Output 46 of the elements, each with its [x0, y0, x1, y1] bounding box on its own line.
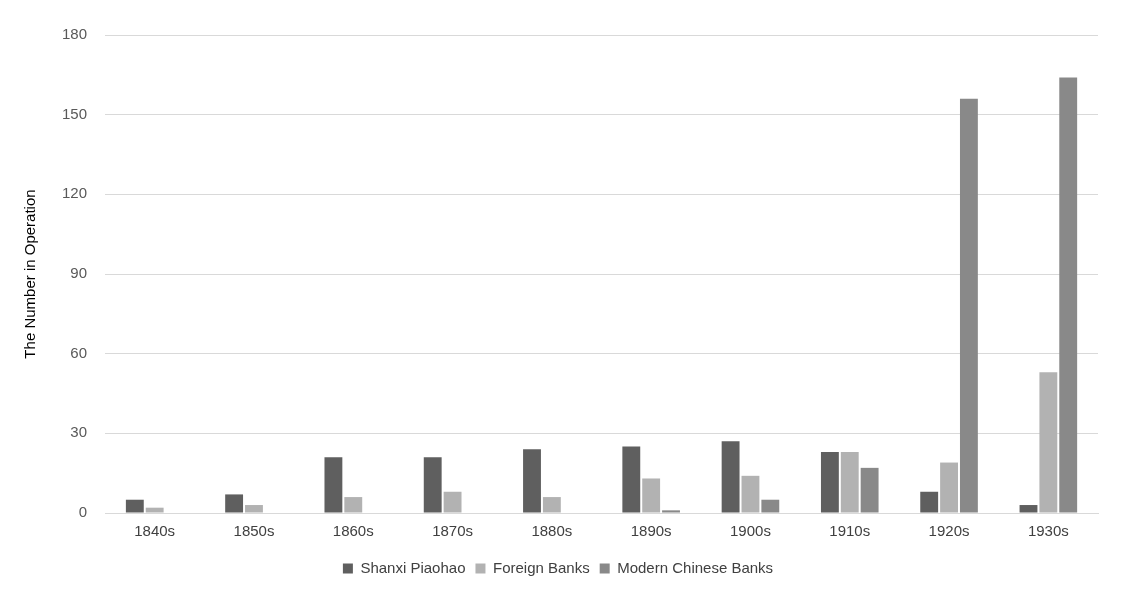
- bar: [145, 507, 164, 513]
- x-tick-label: 1900s: [730, 522, 771, 540]
- bar: [542, 497, 561, 513]
- bar: [959, 98, 978, 513]
- bar: [642, 478, 661, 513]
- bar: [523, 449, 541, 513]
- y-tick-label: 120: [62, 184, 88, 202]
- x-tick-label: 1850s: [233, 522, 275, 540]
- y-tick-label: 90: [70, 264, 88, 282]
- bar: [940, 462, 958, 513]
- y-axis-title: The Number in Operation: [21, 189, 39, 359]
- bar: [225, 494, 244, 513]
- x-tick-label: 1890s: [630, 522, 672, 540]
- bar: [860, 467, 879, 513]
- bar: [761, 499, 780, 513]
- bar: [125, 499, 144, 513]
- legend-label: Modern Chinese Banks: [617, 558, 774, 576]
- y-tick-label: 150: [62, 104, 88, 122]
- y-tick-label: 0: [78, 503, 88, 521]
- x-tick-label: 1930s: [1027, 522, 1069, 540]
- legend-label: Foreign Banks: [492, 558, 590, 576]
- y-tick-label: 180: [62, 25, 88, 43]
- x-tick-label: 1860s: [332, 522, 374, 540]
- bar: [840, 451, 859, 513]
- bar: [741, 475, 760, 513]
- bar: [443, 491, 462, 513]
- bar: [324, 457, 343, 513]
- x-tick-label: 1840s: [134, 522, 176, 540]
- x-tick-label: 1910s: [829, 522, 871, 540]
- bar: [344, 497, 363, 513]
- x-tick-label: 1920s: [928, 522, 970, 540]
- y-tick-label: 30: [70, 423, 88, 441]
- bar: [820, 451, 839, 513]
- bar: [1019, 505, 1038, 513]
- legend-label: Shanxi Piaohao: [360, 558, 466, 576]
- bar: [622, 446, 641, 513]
- bar: [662, 510, 680, 513]
- x-tick-label: 1870s: [432, 522, 473, 540]
- bar: [1039, 372, 1058, 513]
- y-tick-label: 60: [70, 343, 88, 361]
- bar: [423, 457, 442, 513]
- x-tick-label: 1880s: [531, 522, 573, 540]
- bar: [920, 491, 939, 513]
- bar: [245, 505, 263, 513]
- bar: [1059, 77, 1078, 513]
- bar: [721, 441, 740, 513]
